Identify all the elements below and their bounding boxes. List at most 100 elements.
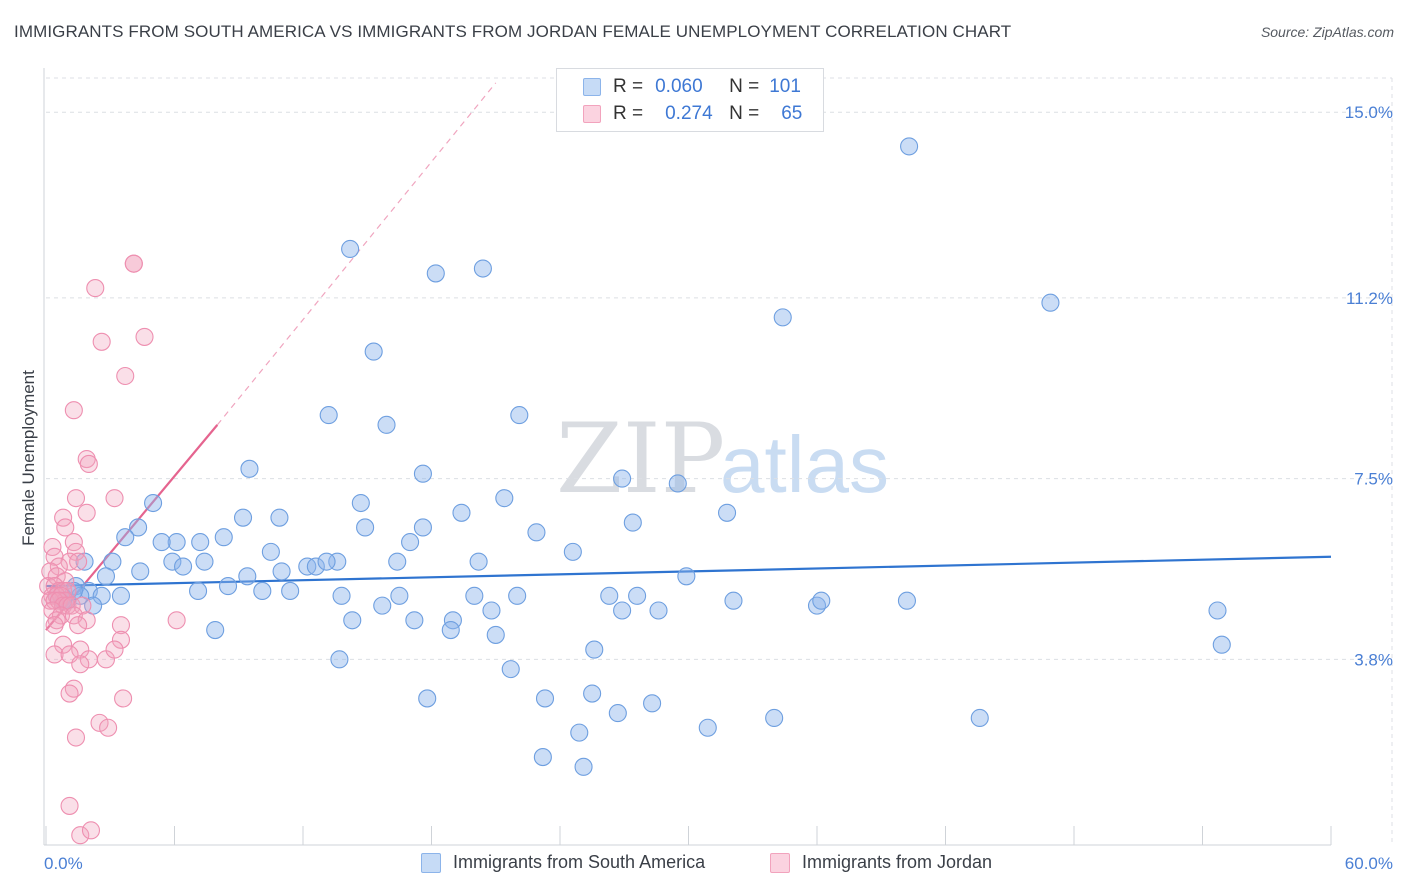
data-point-south-america	[533, 748, 552, 767]
data-point-south-america	[351, 493, 370, 513]
data-point-south-america	[388, 552, 407, 571]
data-point-south-america	[96, 567, 116, 586]
chart-title: IMMIGRANTS FROM SOUTH AMERICA VS IMMIGRA…	[14, 22, 1012, 41]
data-point-south-america	[174, 557, 193, 576]
data-point-south-america	[356, 518, 375, 537]
data-point-south-america	[628, 586, 647, 605]
data-point-south-america	[319, 406, 338, 425]
x-tick-label: 0.0%	[44, 854, 83, 873]
data-point-jordan	[77, 611, 96, 630]
data-points	[39, 137, 1231, 845]
data-point-south-america	[373, 596, 392, 615]
data-point-south-america	[131, 562, 150, 581]
data-point-south-america	[897, 591, 917, 610]
y-tick-label: 15.0%	[1345, 103, 1393, 122]
y-axis-title: Female Unemployment	[19, 370, 38, 546]
series-swatch-blue	[421, 852, 441, 873]
data-point-jordan	[105, 489, 124, 508]
data-point-south-america	[129, 518, 148, 537]
data-point-jordan	[90, 713, 109, 732]
data-point-south-america	[510, 406, 529, 425]
data-point-south-america	[812, 591, 831, 610]
legend-r-label: R =	[613, 103, 644, 124]
source-label: Source: ZipAtlas.com	[1260, 24, 1394, 40]
axes	[43, 68, 1332, 846]
data-point-south-america	[238, 567, 257, 586]
data-point-south-america	[583, 684, 602, 703]
legend-n-value: 101	[769, 76, 801, 97]
data-point-south-america	[272, 562, 291, 581]
data-point-south-america	[240, 459, 259, 478]
legend-r-value: 0.060	[655, 76, 703, 97]
data-point-south-america	[364, 342, 383, 361]
legend-n-label: N =	[729, 76, 760, 97]
data-point-jordan	[116, 366, 135, 386]
data-point-south-america	[1041, 293, 1060, 312]
data-point-south-america	[191, 533, 210, 552]
data-point-south-america	[623, 513, 642, 532]
data-point-south-america	[668, 474, 687, 493]
data-point-jordan	[167, 611, 186, 630]
data-point-jordan	[66, 728, 86, 747]
data-point-south-america	[563, 542, 582, 561]
data-point-jordan	[66, 489, 86, 508]
data-point-south-america	[717, 503, 737, 522]
legend-swatch-blue	[583, 78, 601, 96]
data-point-south-america	[306, 557, 325, 576]
data-point-south-america	[613, 469, 632, 488]
data-point-south-america	[341, 239, 360, 259]
data-point-south-america	[900, 137, 919, 156]
data-point-south-america	[585, 640, 604, 659]
data-point-jordan	[111, 616, 131, 635]
data-point-south-america	[163, 552, 182, 571]
data-point-jordan	[135, 327, 154, 346]
data-point-south-america	[452, 503, 471, 522]
data-point-south-america	[233, 508, 253, 527]
data-point-south-america	[613, 601, 632, 620]
series-swatch-pink	[770, 852, 790, 873]
series-legend-label: Immigrants from South America	[453, 852, 706, 872]
legend-row-south-america: R = 0.060 N = 101	[583, 75, 801, 99]
data-point-jordan	[77, 503, 96, 522]
legend-swatch-pink	[583, 105, 601, 123]
data-point-south-america	[390, 586, 409, 605]
data-point-jordan	[45, 645, 64, 664]
data-point-south-america	[328, 552, 347, 571]
y-tick-label: 3.8%	[1354, 650, 1393, 669]
data-point-south-america	[600, 586, 619, 605]
watermark-zip: ZIP	[556, 403, 725, 515]
data-point-jordan	[124, 254, 143, 273]
data-point-south-america	[144, 493, 163, 513]
data-point-south-america	[649, 601, 668, 620]
data-point-south-america	[332, 586, 351, 605]
y-tick-label: 7.5%	[1354, 470, 1393, 489]
legend-row-jordan: R = 0.274 N = 65	[583, 102, 802, 126]
legend-n-value: 65	[781, 103, 803, 124]
data-point-south-america	[206, 620, 225, 640]
data-point-jordan	[60, 796, 79, 815]
data-point-south-america	[508, 586, 527, 605]
data-point-south-america	[698, 718, 717, 737]
y-tick-label: 11.2%	[1346, 289, 1393, 308]
data-point-south-america	[330, 650, 349, 669]
data-point-jordan	[114, 689, 133, 708]
data-point-south-america	[501, 660, 520, 679]
legend-r-value: 0.274	[665, 103, 713, 124]
data-point-south-america	[401, 533, 420, 552]
data-point-south-america	[405, 611, 424, 630]
data-point-south-america	[343, 611, 362, 630]
legend: R = 0.060 N = 101 R = 0.274 N = 65	[556, 68, 824, 132]
data-point-south-america	[418, 689, 437, 708]
data-point-south-america	[773, 308, 792, 327]
data-point-jordan	[69, 552, 88, 571]
legend-r-label: R =	[613, 76, 644, 97]
data-point-south-america	[643, 694, 662, 713]
data-point-south-america	[189, 581, 208, 601]
tick-labels: 3.8% 7.5% 11.2% 15.0% 0.0% 60.0%	[44, 103, 1393, 873]
data-point-south-america	[214, 528, 233, 547]
data-point-south-america	[167, 533, 186, 552]
data-point-jordan	[86, 279, 105, 298]
data-point-south-america	[527, 523, 546, 542]
data-point-south-america	[281, 581, 300, 601]
